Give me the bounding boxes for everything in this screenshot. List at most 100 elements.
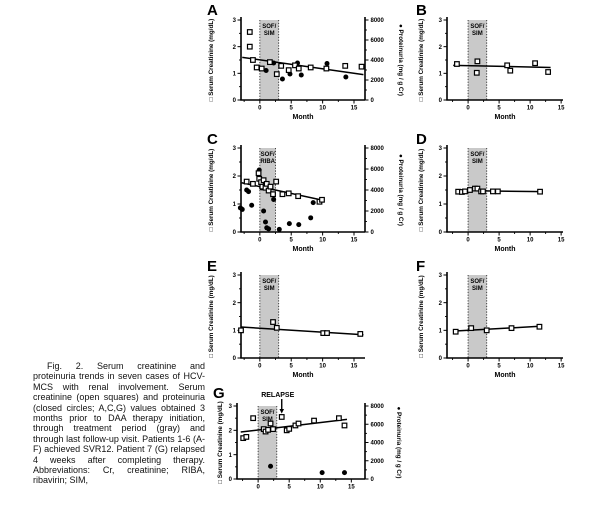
x-tick-label: 0 xyxy=(466,106,470,112)
panel-label: A xyxy=(207,2,218,19)
creatinine-point xyxy=(490,188,496,195)
creatinine-point xyxy=(336,415,342,422)
creatinine-point xyxy=(258,65,265,72)
panel-e-plot: SOF/SIM 0 1 2 3 0 5 10 15 □ Serum Creatinine (mg/… xyxy=(207,258,365,379)
creatinine-point xyxy=(273,178,280,185)
creatinine-point xyxy=(273,324,280,331)
creatinine-point xyxy=(250,57,256,63)
creatinine-point xyxy=(255,170,262,177)
creatinine-point xyxy=(324,330,330,337)
y-tick-label: 3 xyxy=(233,146,237,152)
x-tick-label: 0 xyxy=(258,238,262,244)
creatinine-point xyxy=(243,434,250,440)
panel-label: G xyxy=(213,385,225,402)
creatinine-point xyxy=(246,43,253,50)
y-tick-label: 2 xyxy=(233,174,237,180)
panel-c-chart: SOF/RIBA 0 1 2 3 0 5 10 15 0 2000 4000 6000 8000 ● Pro… xyxy=(203,125,406,253)
right-tick-label: 8000 xyxy=(371,18,385,24)
creatinine-point xyxy=(358,63,365,70)
right-tick-label: 8000 xyxy=(371,146,385,152)
y-tick-label: 0 xyxy=(233,98,237,104)
trend-line xyxy=(453,64,551,69)
x-axis-label: Month xyxy=(293,372,314,379)
proteinuria-point xyxy=(310,200,316,206)
y-tick-label: 3 xyxy=(233,18,237,24)
panel-g-plot: SOF/SIM 0 1 2 3 0 5 10 15 0 2000 4000 6000 8000 ● Prot… xyxy=(213,385,402,491)
x-tick-label: 5 xyxy=(288,485,292,491)
y-axis-label: □ Serum Creatinine (mg/dL) xyxy=(217,401,224,484)
y-tick-label: 2 xyxy=(439,301,443,307)
y-tick-label: 0 xyxy=(233,356,237,362)
creatinine-point xyxy=(286,425,293,432)
creatinine-point xyxy=(260,177,267,184)
creatinine-point xyxy=(342,62,349,69)
x-tick-label: 10 xyxy=(527,238,534,244)
x-tick-label: 0 xyxy=(256,485,260,491)
y-tick-label: 1 xyxy=(233,72,237,78)
right-tick-label: 2000 xyxy=(371,459,385,465)
creatinine-point xyxy=(323,65,330,72)
y-tick-label: 0 xyxy=(229,477,233,483)
x-axis-label: Month xyxy=(293,246,314,253)
x-tick-label: 5 xyxy=(497,238,501,244)
treatment-band-label: SOF/ xyxy=(260,410,274,416)
panel-g-chart: SOF/SIM 0 1 2 3 0 5 10 15 0 2000 4000 6000 8000 ● Prot… xyxy=(213,381,405,505)
creatinine-point xyxy=(270,319,276,325)
y-tick-label: 2 xyxy=(233,301,237,307)
y-axis-label: □ Serum Creatinine (mg/dL) xyxy=(208,149,215,232)
proteinuria-point xyxy=(266,226,272,232)
proteinuria-point xyxy=(239,206,245,212)
creatinine-point xyxy=(454,61,460,67)
treatment-band-label: SOF/ xyxy=(470,152,484,158)
right-tick-label: 6000 xyxy=(371,422,385,428)
right-tick-label: 4000 xyxy=(371,188,385,194)
y-tick-label: 3 xyxy=(439,146,443,152)
panel-b-chart: SOF/SIM 0 1 2 3 0 5 10 15 □ Serum Creatinine (mg/… xyxy=(410,0,572,125)
y-axis-label: □ Serum Creatinine (mg/dL) xyxy=(418,149,425,232)
treatment-band-label: RIBA xyxy=(260,159,275,165)
panel-a-plot: SOF/SIM 0 1 2 3 0 5 10 15 0 2000 4000 6000 8000 ● Prot… xyxy=(207,2,404,121)
treatment-band-label: SIM xyxy=(472,286,483,292)
proteinuria-point xyxy=(298,72,304,78)
proteinuria-point xyxy=(268,463,274,469)
creatinine-point xyxy=(238,327,244,334)
x-axis-label: Month xyxy=(495,114,516,121)
y-tick-label: 3 xyxy=(439,18,443,24)
creatinine-point xyxy=(278,62,285,69)
x-axis-label: Month xyxy=(293,114,314,121)
creatinine-point xyxy=(267,420,274,427)
x-tick-label: 15 xyxy=(558,238,565,244)
panel-e-chart: SOF/SIM 0 1 2 3 0 5 10 15 □ Serum Creatinine (mg/… xyxy=(203,253,378,381)
panel-label: E xyxy=(207,258,217,275)
x-tick-label: 15 xyxy=(351,364,358,370)
proteinuria-point xyxy=(296,222,302,228)
creatinine-point xyxy=(270,191,276,198)
relapse-annotation: RELAPSE xyxy=(261,392,294,399)
right-axis-label: ● Proteinuria (mg / g Cr) xyxy=(395,406,402,478)
panel-f-plot: SOF/SIM 0 1 2 3 0 5 10 15 □ Serum Creatinine (mg/… xyxy=(416,258,565,379)
y-axis-label: □ Serum Creatinine (mg/dL) xyxy=(208,275,215,358)
x-axis-label: Month xyxy=(495,372,516,379)
proteinuria-point xyxy=(271,196,277,202)
creatinine-point xyxy=(462,188,468,195)
treatment-band-label: SOF/ xyxy=(262,279,276,285)
creatinine-point xyxy=(295,65,302,72)
treatment-band-label: SIM xyxy=(262,417,273,423)
x-tick-label: 0 xyxy=(258,106,262,112)
y-tick-label: 1 xyxy=(233,202,237,208)
x-tick-label: 5 xyxy=(497,364,501,370)
creatinine-point xyxy=(267,183,274,190)
proteinuria-point xyxy=(279,76,285,82)
proteinuria-point xyxy=(276,226,282,232)
x-tick-label: 10 xyxy=(319,364,326,370)
y-tick-label: 0 xyxy=(439,356,443,362)
creatinine-point xyxy=(473,69,480,76)
x-tick-label: 15 xyxy=(558,106,565,112)
panel-f-chart: SOF/SIM 0 1 2 3 0 5 10 15 □ Serum Creatinine (mg/… xyxy=(410,253,572,381)
x-tick-label: 15 xyxy=(351,106,358,112)
proteinuria-point xyxy=(261,208,267,214)
creatinine-point xyxy=(250,415,257,422)
right-tick-label: 0 xyxy=(371,477,375,483)
panel-a-chart: SOF/SIM 0 1 2 3 0 5 10 15 0 2000 4000 6000 8000 ● Prot… xyxy=(203,0,406,125)
panel-label: C xyxy=(207,131,218,148)
